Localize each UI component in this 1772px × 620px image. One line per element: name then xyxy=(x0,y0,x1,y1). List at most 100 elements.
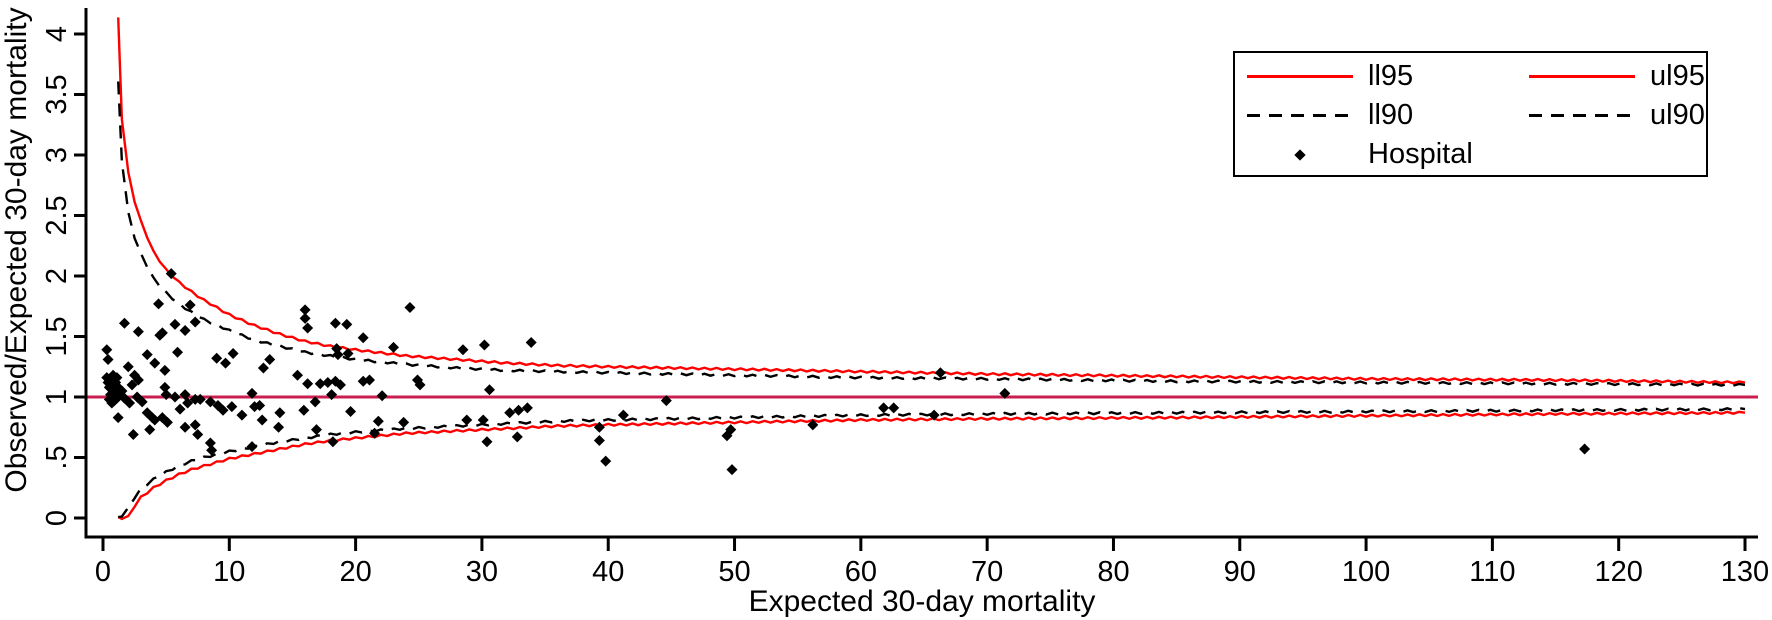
hospital-point xyxy=(326,389,338,401)
hospital-point xyxy=(457,344,469,356)
hospital-point xyxy=(118,317,130,329)
hospital-point xyxy=(182,397,194,409)
hospital-point xyxy=(934,367,946,379)
curve-ul95 xyxy=(117,17,1746,385)
y-tick-label: .5 xyxy=(41,445,73,469)
legend-item-ll90: ll90 xyxy=(1247,96,1485,135)
hospital-point xyxy=(369,427,381,439)
hospital-point xyxy=(364,374,376,386)
hospital-point xyxy=(593,421,605,433)
hospital-point xyxy=(122,361,134,373)
hospital-point xyxy=(246,387,258,399)
hospital-point xyxy=(292,369,304,381)
hospital-point xyxy=(160,389,172,401)
hospital-point xyxy=(226,401,238,413)
x-tick-label: 90 xyxy=(1224,556,1256,588)
hospital-point xyxy=(126,379,138,391)
hospital-point xyxy=(513,404,525,416)
hospital-point xyxy=(404,301,416,313)
hospital-point xyxy=(153,298,165,310)
legend-column-left: ll95 ll90 Hospital xyxy=(1235,57,1485,175)
hospital-point xyxy=(478,339,490,351)
ul95-line-swatch xyxy=(1529,75,1635,78)
hospital-point xyxy=(165,268,177,280)
hospital-point xyxy=(928,409,940,421)
hospital-point xyxy=(329,317,341,329)
hospital-point xyxy=(169,391,181,403)
x-tick-label: 30 xyxy=(466,556,498,588)
hospital-point xyxy=(299,312,311,324)
hospital-point xyxy=(249,401,261,413)
hospital-point xyxy=(484,384,496,396)
hospital-point xyxy=(414,379,426,391)
hospital-point xyxy=(172,346,184,358)
hospital-point xyxy=(481,436,493,448)
hospital-point xyxy=(376,390,388,402)
hospital-point xyxy=(725,424,737,436)
hospital-point xyxy=(211,352,223,364)
legend-column-right: ul95 ul90 xyxy=(1485,57,1705,175)
hospital-point xyxy=(132,374,144,386)
hospital-point xyxy=(257,362,269,374)
hospital-point xyxy=(310,424,322,436)
curve-ll90 xyxy=(118,406,1746,519)
hospital-point xyxy=(174,403,186,415)
hospital-point xyxy=(111,372,123,384)
hospital-point xyxy=(1579,443,1591,455)
hospital-point xyxy=(204,437,216,449)
hospital-point xyxy=(322,376,334,388)
hospital-point xyxy=(156,327,168,339)
y-tick-label: 2.5 xyxy=(41,195,73,235)
hospital-point xyxy=(327,436,339,448)
x-tick-label: 100 xyxy=(1342,556,1390,588)
ll95-line-swatch xyxy=(1247,75,1353,78)
hospital-point xyxy=(593,435,605,447)
y-tick-label: 1.5 xyxy=(41,316,73,356)
hospital-point xyxy=(332,349,344,361)
x-tick-label: 120 xyxy=(1594,556,1642,588)
x-tick-label: 80 xyxy=(1097,556,1129,588)
y-tick-label: 3.5 xyxy=(41,74,73,114)
hospital-point xyxy=(204,396,216,408)
legend-item-ul90: ul90 xyxy=(1529,96,1705,135)
hospital-marker-swatch xyxy=(1247,148,1353,161)
hospital-point xyxy=(159,364,171,376)
legend-label: ul90 xyxy=(1650,99,1705,131)
hospital-point xyxy=(525,337,537,349)
x-tick-label: 40 xyxy=(592,556,624,588)
hospital-point xyxy=(334,379,346,391)
hospital-point xyxy=(144,424,156,436)
hospital-point xyxy=(169,318,181,330)
hospital-point xyxy=(254,399,266,411)
x-tick-label: 0 xyxy=(95,556,111,588)
hospital-point xyxy=(227,347,239,359)
hospital-point xyxy=(511,431,523,443)
hospital-point xyxy=(256,414,268,426)
hospital-point xyxy=(264,353,276,365)
hospital-point xyxy=(127,429,139,441)
hospital-point xyxy=(132,326,144,338)
x-axis-title: Expected 30-day mortality xyxy=(749,585,1096,618)
diamond-icon xyxy=(1294,148,1306,161)
ul90-line-swatch xyxy=(1529,114,1635,117)
hospital-point xyxy=(194,393,206,405)
hospital-point xyxy=(112,412,124,424)
legend-item-ul95: ul95 xyxy=(1529,57,1705,96)
y-tick-label: 0 xyxy=(41,510,73,526)
hospital-point xyxy=(372,415,384,427)
hospital-point xyxy=(220,357,232,369)
hospital-point xyxy=(660,395,672,407)
hospital-point xyxy=(341,318,353,330)
hospital-point xyxy=(136,396,148,408)
hospital-point xyxy=(617,409,629,421)
hospital-point xyxy=(102,353,114,365)
y-tick-label: 2 xyxy=(41,268,73,284)
legend-label: ul95 xyxy=(1650,60,1705,92)
limit-curves xyxy=(117,17,1746,521)
x-tick-label: 60 xyxy=(845,556,877,588)
hospital-point xyxy=(878,402,890,414)
hospital-point xyxy=(159,381,171,393)
hospital-point xyxy=(345,406,357,418)
y-tick-label: 1 xyxy=(41,389,73,405)
